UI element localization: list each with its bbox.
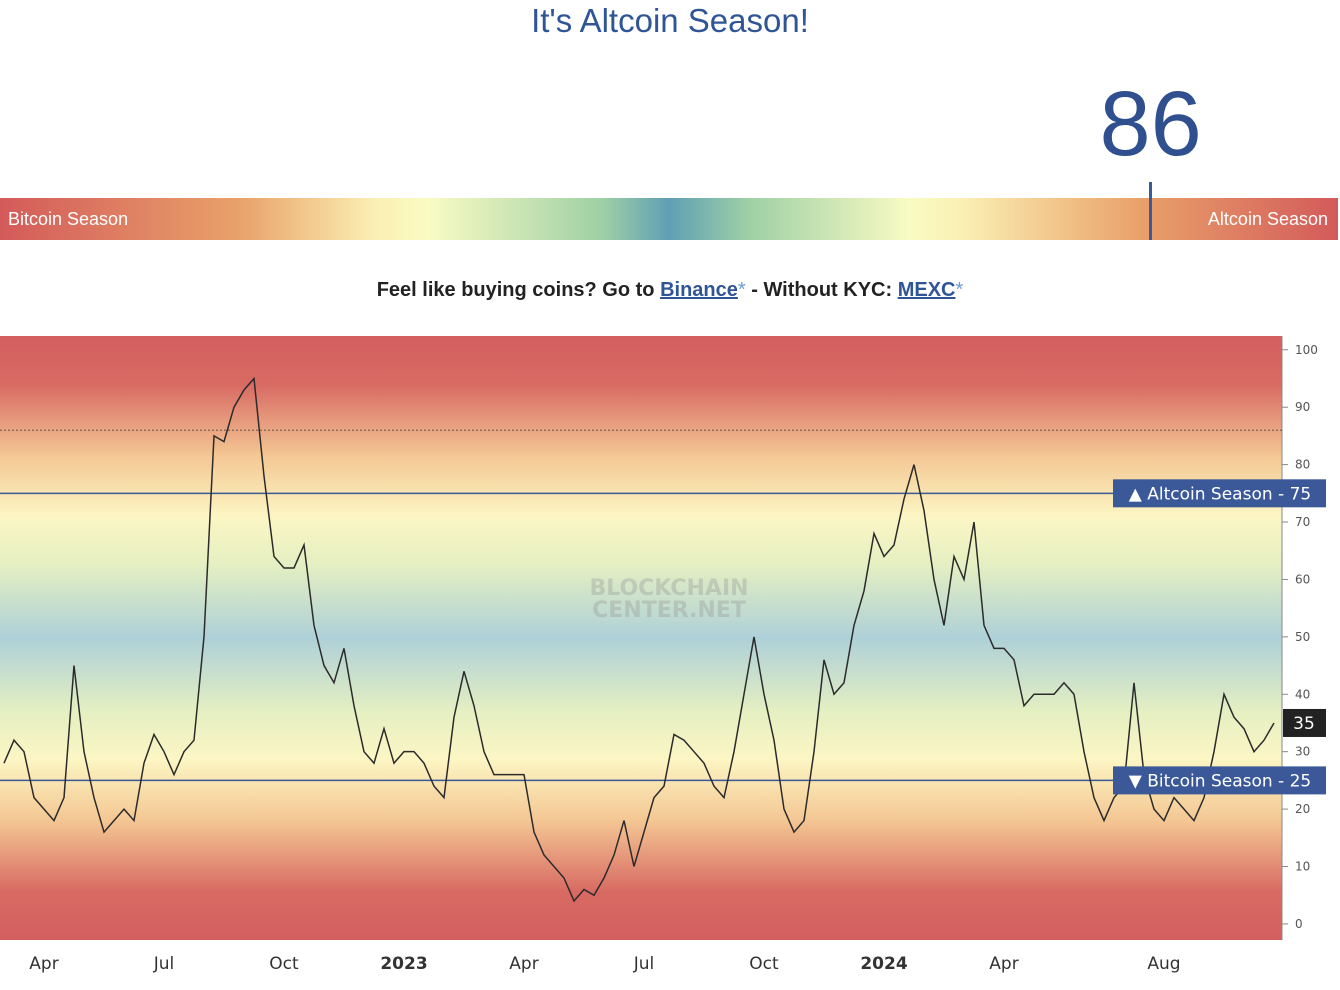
promo-text: - Without KYC: [745,279,898,301]
x-tick-label: Oct [749,954,779,974]
x-tick-label: Apr [29,954,58,974]
y-tick-label: 10 [1295,860,1310,874]
gauge-left-label: Bitcoin Season [8,209,129,229]
star: * [955,279,964,301]
x-tick-label: 2024 [860,954,907,974]
x-tick-label: Jul [153,954,175,974]
y-tick-label: 80 [1295,458,1310,472]
x-tick-label: Jul [633,954,655,974]
y-tick-label: 70 [1295,515,1310,529]
star: * [737,279,746,301]
watermark: CENTER.NET [592,598,746,623]
last-value-label: 35 [1293,714,1315,734]
x-tick-label: 2023 [380,954,427,974]
y-tick-label: 40 [1295,687,1310,701]
x-tick-label: Oct [269,954,299,974]
mexc-link[interactable]: MEXC [897,279,956,301]
y-tick-label: 60 [1295,572,1310,586]
reference-label: ▲ Altcoin Season - 75 [1129,484,1311,504]
gauge-right-label: Altcoin Season [1207,209,1328,229]
title: It's Altcoin Season! [531,2,809,39]
binance-link[interactable]: Binance [660,279,738,301]
gauge-marker [1149,182,1153,240]
reference-label: ▼ Bitcoin Season - 25 [1129,771,1311,791]
x-tick-label: Apr [989,954,1018,974]
promo-text: Feel like buying coins? Go to [376,279,661,301]
y-tick-label: 50 [1295,630,1310,644]
y-tick-label: 90 [1295,400,1310,414]
promo-text: Feel like buying coins? Go to Binance* -… [0,279,1340,302]
x-tick-label: Aug [1147,954,1180,974]
index-line-series [3,376,1275,903]
reference-label-box [1113,766,1326,795]
y-tick-label: 100 [1295,343,1318,357]
reference-label-box [1113,479,1326,508]
season-gauge: Bitcoin Season Altcoin Season [0,198,1338,240]
plot-background [0,336,1282,940]
y-tick-label: 20 [1295,802,1310,816]
watermark: BLOCKCHAIN [589,576,748,601]
x-tick-label: Apr [509,954,538,974]
index-value: 86 [1099,73,1202,175]
last-value-box [1283,708,1326,737]
y-tick-label: 30 [1295,745,1310,759]
y-tick-label: 0 [1295,917,1303,931]
